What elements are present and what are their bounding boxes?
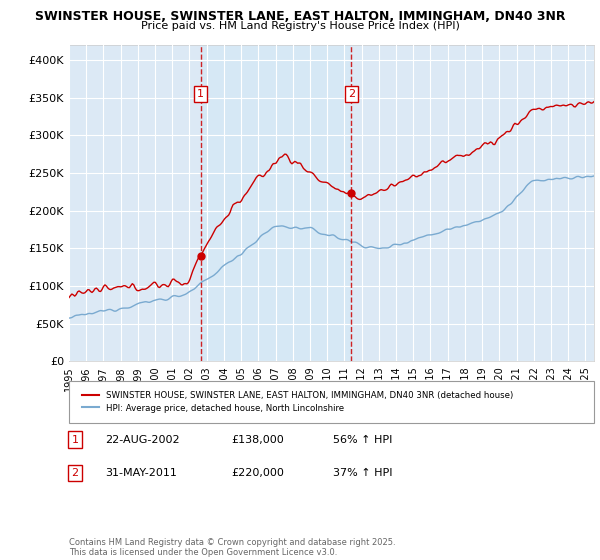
Text: 37% ↑ HPI: 37% ↑ HPI — [333, 468, 392, 478]
Text: 1: 1 — [71, 435, 79, 445]
Text: Price paid vs. HM Land Registry's House Price Index (HPI): Price paid vs. HM Land Registry's House … — [140, 21, 460, 31]
FancyBboxPatch shape — [69, 381, 594, 423]
Text: 56% ↑ HPI: 56% ↑ HPI — [333, 435, 392, 445]
Text: 2: 2 — [71, 468, 79, 478]
Text: Contains HM Land Registry data © Crown copyright and database right 2025.
This d: Contains HM Land Registry data © Crown c… — [69, 538, 395, 557]
Text: 1: 1 — [197, 89, 204, 99]
Text: SWINSTER HOUSE, SWINSTER LANE, EAST HALTON, IMMINGHAM, DN40 3NR: SWINSTER HOUSE, SWINSTER LANE, EAST HALT… — [35, 10, 565, 23]
Bar — [200, 45, 352, 361]
Text: £220,000: £220,000 — [231, 468, 284, 478]
Text: £138,000: £138,000 — [231, 435, 284, 445]
Text: 2: 2 — [348, 89, 355, 99]
Text: 22-AUG-2002: 22-AUG-2002 — [105, 435, 179, 445]
Legend: SWINSTER HOUSE, SWINSTER LANE, EAST HALTON, IMMINGHAM, DN40 3NR (detached house): SWINSTER HOUSE, SWINSTER LANE, EAST HALT… — [79, 388, 517, 416]
Text: 31-MAY-2011: 31-MAY-2011 — [105, 468, 177, 478]
